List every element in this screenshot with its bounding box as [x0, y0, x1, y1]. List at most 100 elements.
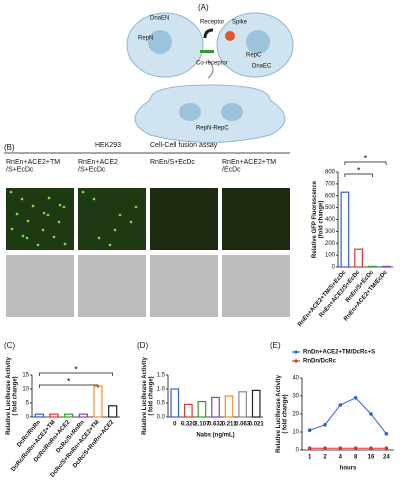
point [307, 428, 312, 433]
bar [93, 385, 103, 418]
x-axis-label: Nabs (ng/mL) [196, 433, 234, 439]
legend-label: RnDn/DcRc [303, 359, 337, 365]
y-tick-label: 500 [325, 205, 336, 211]
diagram-label: DnaEC [252, 64, 272, 70]
gfp-cell [52, 235, 56, 239]
diagram-label: Receptor [200, 20, 224, 26]
y-tick-label: 10 [22, 387, 29, 393]
fluorescence-image [78, 188, 146, 250]
bar [251, 389, 261, 418]
bar [340, 191, 350, 268]
point [307, 446, 312, 451]
x-tick-label: 0.021 [249, 422, 265, 428]
column-header: RnEn+ACE2+TM/EcDc [222, 159, 276, 174]
point [323, 423, 327, 427]
significance-star: * [74, 364, 78, 374]
y-axis-label: Relative Luciferase Activity( fold chang… [142, 356, 155, 434]
y-tick-label: 0.0 [157, 415, 166, 421]
legend-marker [294, 359, 298, 363]
nucleus [148, 30, 172, 54]
y-tick-label: 700 [325, 181, 336, 187]
gfp-cell [134, 205, 138, 209]
bar [238, 391, 247, 418]
significance-star: * [364, 153, 368, 163]
point [338, 446, 343, 451]
diagram-label: Co-receptor [196, 61, 228, 67]
x-tick-label: 16 [368, 455, 375, 461]
panel-label: (D) [137, 341, 148, 350]
gfp-cell [58, 203, 62, 207]
x-tick-label: 2 [323, 455, 327, 461]
gfp-cell [20, 197, 24, 201]
gfp-cell [9, 190, 13, 194]
panel-label: (C) [4, 341, 15, 350]
gfp-cell [42, 211, 46, 215]
x-tick-label: 0.063 [235, 422, 251, 428]
fluorescence-image [222, 188, 290, 250]
x-tick-label: 1 [308, 455, 312, 461]
legend-label: RnDn+ACE2+TM/DcRc+S [303, 350, 375, 356]
gfp-cell [97, 236, 101, 240]
y-axis-label: Relative GFP Fluorescence(fold change) [312, 180, 325, 258]
bar [381, 265, 391, 268]
x-tick-label: 8 [354, 455, 358, 461]
gfp-cell [46, 213, 50, 217]
y-tick-label: 0.5 [157, 401, 166, 407]
bar [197, 401, 207, 418]
y-tick-label: 0 [26, 415, 30, 421]
gfp-cell [36, 243, 40, 247]
point [369, 412, 373, 416]
nucleus [179, 103, 201, 121]
gfp-cell [41, 228, 45, 232]
x-axis-label: hours [340, 466, 357, 472]
gfp-cell [92, 197, 96, 201]
brightfield-image [78, 255, 146, 317]
bar [224, 395, 234, 418]
gfp-cell [113, 228, 117, 232]
gfp-cell [108, 243, 112, 247]
legend-marker [294, 350, 298, 354]
y-tick-label: 10 [292, 430, 299, 436]
x-tick-label: 24 [383, 455, 390, 461]
gfp-cell [25, 236, 29, 240]
bar [108, 405, 118, 418]
gfp-cell [21, 234, 25, 238]
y-tick-label: 30 [292, 394, 299, 400]
gfp-cell [57, 220, 61, 224]
panel-label: (A) [198, 3, 209, 12]
y-axis-label: Relative Luciferase Activity( fold chang… [6, 356, 19, 434]
nucleus [246, 30, 270, 54]
bar [78, 413, 88, 418]
point [323, 446, 327, 451]
bar [354, 248, 364, 268]
diagram-label: RepC [246, 53, 262, 59]
significance-star: * [357, 165, 361, 175]
brightfield-image [150, 255, 218, 317]
column-header: RnEn+ACE2+TM/S+EcDc [6, 159, 60, 174]
y-tick-label: 5 [26, 401, 30, 407]
coreceptor-icon [200, 50, 214, 53]
gfp-cell [63, 242, 67, 246]
x-tick-label: 0.632 [208, 422, 224, 428]
significance-bracket [38, 372, 114, 376]
y-tick-label: 0 [296, 448, 300, 454]
x-tick-label: 6.320 [181, 422, 197, 428]
gfp-cell [31, 204, 35, 208]
significance-bracket [344, 161, 387, 165]
gfp-cell [47, 196, 51, 200]
fluorescence-image [6, 188, 74, 250]
fluorescence-image [150, 188, 218, 250]
y-tick-label: 20 [292, 412, 299, 418]
diagram-label: RepN-RepC [196, 126, 229, 132]
x-tick-label: 0 [173, 422, 177, 428]
y-tick-label: 15 [22, 373, 29, 379]
gfp-cell [81, 190, 85, 194]
y-tick-label: 1.0 [157, 387, 166, 393]
bar [34, 413, 44, 418]
fused-cell [134, 84, 286, 143]
y-tick-label: 200 [325, 241, 336, 247]
y-tick-label: 600 [325, 193, 336, 199]
bar [184, 403, 193, 418]
significance-bracket [38, 384, 99, 388]
